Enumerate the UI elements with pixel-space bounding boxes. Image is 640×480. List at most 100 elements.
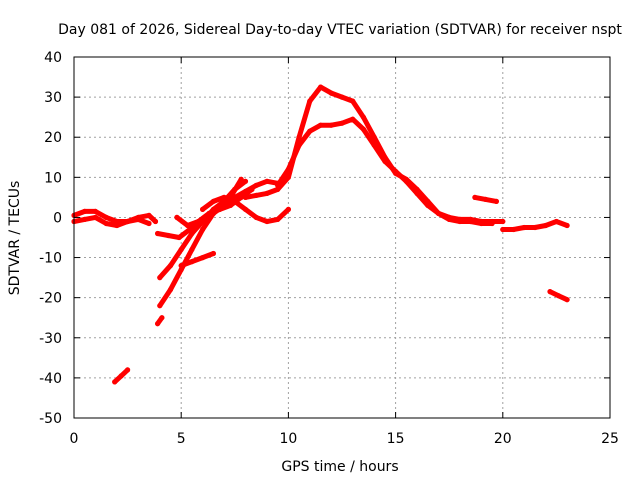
data-point — [189, 259, 195, 265]
y-tick-label: 0 — [53, 210, 62, 226]
data-point — [382, 158, 388, 164]
x-axis-label: GPS time / hours — [281, 459, 398, 475]
y-tick-label: 20 — [44, 130, 62, 146]
data-point — [112, 379, 118, 385]
data-point — [242, 194, 249, 200]
y-tick-label: -10 — [39, 251, 62, 267]
data-point — [167, 263, 174, 269]
series-late-baseline — [500, 218, 570, 233]
data-point — [371, 134, 377, 140]
data-point — [350, 98, 356, 104]
y-tick-label: -50 — [39, 411, 62, 427]
data-point — [232, 194, 238, 200]
data-point — [242, 206, 249, 212]
data-point — [478, 220, 484, 227]
data-point — [510, 226, 517, 233]
data-point — [210, 250, 216, 257]
data-point — [457, 218, 463, 225]
data-point — [157, 303, 163, 309]
data-point — [264, 218, 270, 225]
series-line — [178, 251, 216, 269]
data-point — [275, 182, 281, 188]
data-point — [555, 293, 562, 299]
data-point — [157, 275, 163, 281]
x-tick-label: 0 — [70, 431, 79, 447]
x-tick-label: 25 — [601, 431, 619, 447]
data-point — [155, 230, 161, 237]
data-point — [146, 220, 152, 227]
data-point — [189, 246, 195, 253]
data-point — [167, 287, 174, 293]
series-line — [243, 84, 506, 224]
y-tick-label: 40 — [44, 50, 62, 66]
data-point — [468, 218, 474, 225]
data-point — [328, 90, 334, 96]
data-point — [221, 194, 227, 200]
data-point — [296, 134, 302, 140]
plot-frame — [73, 56, 611, 419]
y-tick-label: 30 — [44, 90, 62, 106]
data-point — [242, 178, 249, 184]
data-point — [195, 218, 201, 225]
data-point — [242, 188, 249, 194]
data-point — [200, 206, 206, 212]
data-point — [360, 126, 366, 132]
data-point — [328, 122, 334, 128]
data-point — [178, 267, 184, 273]
grid — [74, 57, 610, 418]
series-low-segment — [178, 250, 216, 269]
x-tick-label: 5 — [177, 431, 186, 447]
data-point — [564, 297, 570, 303]
data-point — [500, 226, 506, 233]
data-point — [264, 178, 270, 184]
y-tick-label: -30 — [39, 331, 62, 347]
data-point — [446, 216, 452, 222]
x-tick-label: 10 — [279, 431, 297, 447]
data-point — [232, 186, 238, 192]
data-point — [483, 196, 489, 202]
data-point — [178, 263, 184, 269]
ticks: 0 5 10 15 20 25 -50 -40 -30 -20 -10 0 10 20 30 40 — [39, 50, 619, 447]
data-point — [285, 166, 291, 172]
data-point — [210, 210, 216, 216]
y-tick-label: -20 — [39, 291, 62, 307]
y-axis-label: SDTVAR / TECUs — [7, 181, 23, 296]
data-point — [152, 218, 159, 225]
chart-title: Day 081 of 2026, Sidereal Day-to-day VTE… — [58, 22, 622, 38]
data-point — [472, 194, 478, 200]
data-point — [103, 214, 109, 220]
data-point — [350, 116, 356, 122]
data-point — [125, 367, 131, 373]
series-isolated-mid — [155, 315, 165, 327]
data-point — [532, 224, 538, 231]
data-point — [285, 206, 291, 212]
data-point — [339, 94, 345, 100]
data-point — [210, 198, 216, 204]
data-point — [296, 142, 302, 148]
data-point — [339, 120, 345, 126]
data-point — [114, 222, 120, 229]
data-series — [71, 84, 570, 385]
series-line — [157, 186, 238, 309]
data-point — [103, 220, 109, 227]
data-point — [92, 214, 98, 220]
data-point — [521, 224, 527, 231]
data-point — [414, 190, 420, 196]
data-point — [185, 222, 191, 229]
data-point — [200, 255, 206, 261]
data-point — [92, 208, 98, 214]
series-main-lower-hump — [275, 116, 495, 227]
x-tick-label: 15 — [387, 431, 405, 447]
y-tick-label: 10 — [44, 170, 62, 186]
data-point — [318, 122, 324, 128]
series-ramp-to-9 — [210, 178, 281, 216]
data-point — [82, 216, 88, 222]
data-point — [371, 142, 377, 148]
data-point — [564, 222, 570, 229]
data-point — [206, 210, 212, 216]
series-line — [275, 116, 495, 226]
data-point — [307, 128, 313, 134]
data-point — [135, 216, 141, 222]
series-late-dip — [547, 289, 570, 303]
y-tick-label: -40 — [39, 371, 62, 387]
